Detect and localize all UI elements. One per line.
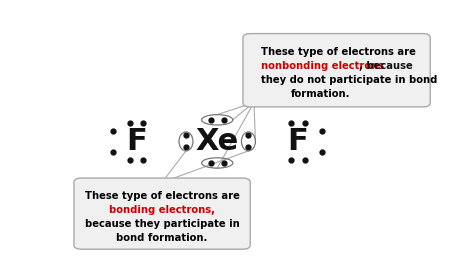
Text: nonbonding electrons: nonbonding electrons <box>261 60 384 71</box>
Text: bonding electrons,: bonding electrons, <box>109 205 215 215</box>
Text: because they participate in: because they participate in <box>85 219 239 229</box>
Text: , because: , because <box>359 60 412 71</box>
Text: F: F <box>126 127 147 156</box>
Text: F: F <box>288 127 309 156</box>
Text: they do not participate in bond: they do not participate in bond <box>261 74 438 85</box>
Text: These type of electrons are: These type of electrons are <box>85 191 239 201</box>
FancyBboxPatch shape <box>74 178 250 249</box>
Text: Xe: Xe <box>196 127 239 156</box>
Text: formation.: formation. <box>291 88 350 99</box>
Text: These type of electrons are: These type of electrons are <box>261 46 416 57</box>
FancyBboxPatch shape <box>243 34 430 107</box>
Text: bond formation.: bond formation. <box>117 233 208 243</box>
